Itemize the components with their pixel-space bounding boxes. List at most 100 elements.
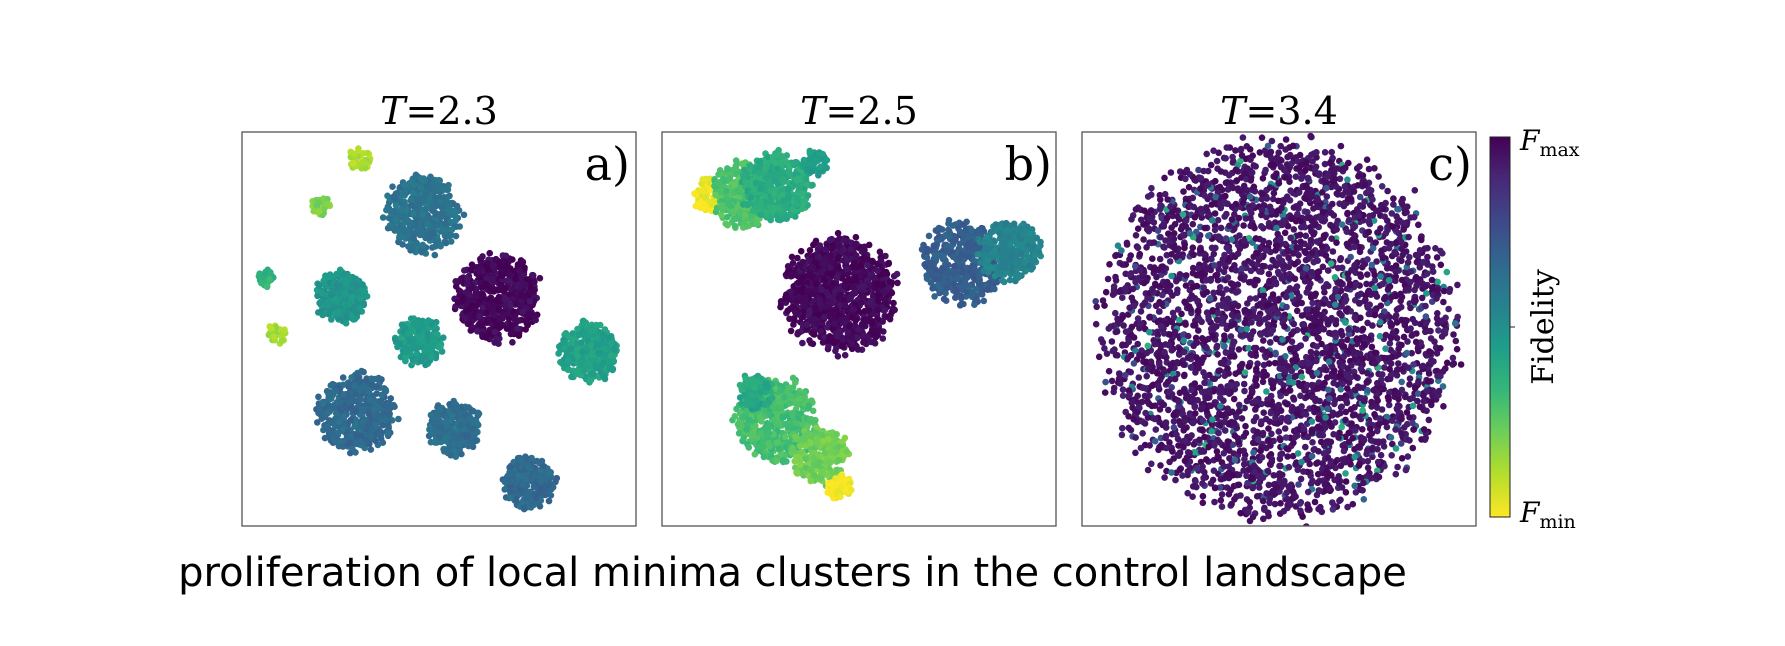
- scatter-point: [265, 331, 273, 339]
- scatter-point: [533, 458, 540, 465]
- scatter-point: [876, 326, 883, 334]
- scatter-point: [352, 449, 359, 456]
- scatter-point: [366, 440, 373, 448]
- scatter-point: [500, 257, 507, 265]
- scatter-point: [838, 342, 846, 350]
- scatter-point: [731, 222, 739, 230]
- scatter-point: [783, 291, 790, 298]
- scatter-point: [819, 339, 827, 346]
- scatter-point: [523, 454, 530, 462]
- scatter-point: [495, 293, 503, 301]
- scatter-point: [840, 246, 847, 254]
- scatter-point: [476, 320, 483, 328]
- scatter-point: [359, 419, 367, 426]
- scatter-point: [588, 370, 595, 378]
- scatter-point: [574, 325, 581, 333]
- scatter-point: [310, 207, 318, 215]
- scatter-point: [507, 285, 515, 293]
- scatter-point: [447, 452, 455, 459]
- scatter-point: [740, 173, 748, 180]
- scatter-point: [787, 327, 795, 335]
- scatter-point: [328, 292, 335, 299]
- scatter-point: [505, 315, 513, 323]
- scatter-point: [793, 287, 801, 294]
- scatter-point: [449, 413, 457, 420]
- scatter-point: [340, 425, 347, 433]
- scatter-point: [703, 205, 710, 212]
- scatter-point: [464, 274, 472, 281]
- scatter-point: [861, 243, 868, 251]
- scatter-point: [874, 297, 882, 304]
- scatter-point: [472, 292, 480, 300]
- scatter-point: [809, 340, 817, 348]
- scatter-point: [560, 344, 568, 352]
- scatter-point: [569, 330, 577, 337]
- scatter-point: [378, 429, 385, 436]
- scatter-point: [697, 199, 704, 206]
- scatter-point: [875, 291, 882, 299]
- scatter-point: [497, 281, 505, 289]
- scatter-point: [587, 376, 595, 384]
- scatter-point: [467, 327, 475, 334]
- scatter-point: [843, 238, 850, 245]
- scatter-point: [573, 346, 580, 354]
- scatter-point: [820, 313, 828, 321]
- scatter-point: [450, 404, 458, 412]
- scatter-point: [343, 432, 351, 440]
- scatter-point: [397, 334, 405, 342]
- scatter-point: [323, 201, 330, 208]
- scatter-point: [441, 226, 449, 233]
- scatter-point: [757, 175, 764, 183]
- scatter-point: [397, 353, 405, 361]
- scatter-point: [419, 241, 427, 249]
- scatter-point: [263, 283, 271, 290]
- scatter-point: [942, 289, 949, 297]
- scatter-point: [464, 280, 471, 288]
- scatter-point: [425, 317, 432, 324]
- scatter-point: [370, 406, 377, 413]
- scatter-point: [424, 331, 431, 338]
- scatter-point: [434, 419, 442, 427]
- scatter-point: [702, 194, 710, 201]
- scatter-point: [476, 273, 484, 281]
- scatter-point: [516, 302, 524, 309]
- scatter-point: [519, 308, 527, 316]
- scatter-point: [521, 293, 528, 301]
- scatter-point: [348, 293, 356, 301]
- scatter-point: [523, 319, 530, 327]
- scatter-point: [396, 340, 404, 348]
- scatter-point: [808, 253, 816, 260]
- scatter-point: [420, 216, 428, 223]
- scatter-point: [356, 378, 363, 386]
- scatter-point: [346, 300, 353, 308]
- scatter-point: [362, 377, 370, 385]
- scatter-point: [798, 205, 806, 213]
- scatter-point: [847, 246, 854, 253]
- scatter-point: [511, 316, 518, 323]
- scatter-point: [524, 463, 532, 471]
- scatter-point: [501, 486, 509, 493]
- scatter-point: [564, 356, 572, 364]
- scatter-point: [764, 212, 771, 219]
- scatter-point: [333, 289, 340, 297]
- scatter-point: [825, 343, 832, 350]
- scatter-point: [261, 271, 268, 279]
- scatter-point: [881, 306, 889, 314]
- scatter-point: [438, 210, 445, 217]
- scatter-point: [607, 365, 614, 372]
- scatter-point: [809, 181, 816, 189]
- scatter-point: [491, 328, 498, 336]
- scatter-point: [522, 281, 529, 289]
- scatter-point: [841, 282, 848, 289]
- scatter-point: [848, 314, 856, 321]
- scatter-point: [800, 313, 807, 321]
- scatter-point: [402, 348, 410, 356]
- scatter-point: [258, 279, 265, 287]
- scatter-point: [807, 316, 814, 324]
- scatter-point: [407, 202, 415, 209]
- scatter-point: [485, 302, 492, 310]
- scatter-point: [502, 296, 510, 304]
- scatter-point: [442, 239, 450, 247]
- scatter-point: [457, 288, 465, 296]
- scatter-point: [368, 427, 376, 435]
